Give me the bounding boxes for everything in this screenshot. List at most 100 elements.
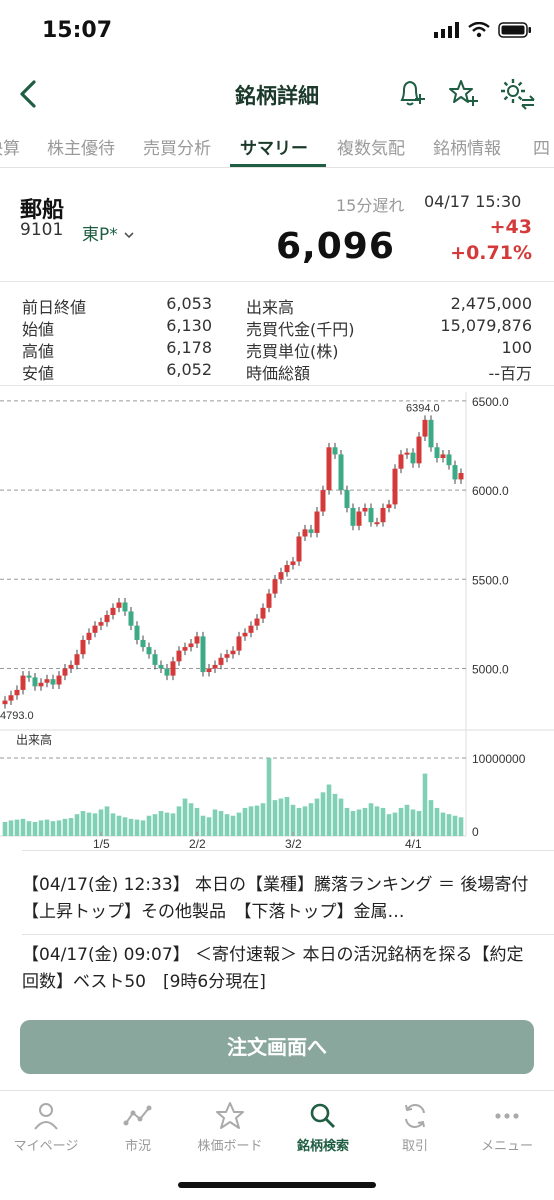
tabbar-trade[interactable]: 取引 (369, 1101, 461, 1154)
news-item[interactable]: 【04/17(金) 09:07】 ＜寄付速報＞ 本日の活況銘柄を探る【約定回数】… (22, 945, 524, 992)
tab-earnings[interactable]: 決算 (0, 139, 20, 159)
stat-value: 6,178 (166, 338, 212, 357)
volume-bar (218, 811, 224, 836)
volume-bar (326, 784, 332, 836)
candle-body (284, 565, 290, 573)
candle-body (374, 522, 380, 525)
stat-value: 100 (501, 338, 532, 357)
tab-more[interactable]: 四 (533, 139, 550, 159)
volume-bar (86, 812, 92, 836)
tabbar-mypage[interactable]: マイページ (0, 1101, 92, 1154)
candle-body (248, 625, 254, 633)
volume-bar (32, 821, 38, 836)
stat-value: 6,052 (166, 360, 212, 379)
volume-bar (440, 812, 446, 836)
candle-body (122, 602, 128, 612)
volume-bar (128, 818, 134, 836)
x-tick-label: 4/1 (405, 837, 422, 851)
volume-bar (458, 817, 464, 836)
star-icon (216, 1102, 244, 1129)
volume-bar (116, 815, 122, 836)
candle-body (134, 625, 140, 640)
tab-summary[interactable]: サマリー (240, 139, 308, 159)
back-icon[interactable] (12, 76, 48, 112)
price-chart[interactable]: 6500.0 6000.0 5500.0 5000.0 出来高 10000000 0 6394… (0, 392, 554, 852)
candle-body (392, 468, 398, 505)
tab-shareholder-benefits[interactable]: 株主優待 (47, 139, 115, 159)
order-button[interactable]: 注文画面へ (20, 1020, 534, 1074)
candle-body (272, 579, 278, 594)
tab-stock-info[interactable]: 銘柄情報 (433, 139, 501, 159)
divider (22, 850, 554, 851)
market-selector[interactable]: 東P* (82, 220, 135, 245)
tabbar-label: マイページ (13, 1139, 79, 1154)
stock-code: 9101 (20, 220, 64, 240)
news-item[interactable]: 【04/17(金) 12:33】 本日の【業種】騰落ランキング ＝ 後場寄付 【… (22, 875, 546, 922)
candle-body (278, 572, 284, 580)
candle-body (44, 679, 50, 683)
volume-bar (278, 798, 284, 836)
candle-body (452, 465, 458, 480)
volume-bar (2, 821, 8, 836)
volume-bar (308, 803, 314, 836)
stat-value: 2,475,000 (450, 294, 532, 313)
volume-bar (164, 812, 170, 836)
volume-bar (356, 809, 362, 836)
candle-body (2, 700, 8, 705)
volume-bar (212, 809, 218, 836)
volume-bar (20, 818, 26, 836)
volume-bar (254, 805, 260, 836)
candle-body (158, 664, 164, 669)
tabbar-label: 株価ボード (197, 1139, 263, 1154)
candle-body (350, 507, 356, 526)
stats-row: 前日終値 6,053 出来高 2,475,000 (0, 294, 554, 317)
candle-body (62, 668, 68, 676)
candle-body (362, 507, 368, 512)
bell-add-icon[interactable] (394, 76, 428, 110)
candle-body (206, 668, 212, 673)
y-tick-label: 5500.0 (472, 573, 509, 587)
nav-actions (394, 76, 536, 110)
candle-body (38, 682, 44, 687)
volume-bar (134, 819, 140, 836)
candle-body (80, 639, 86, 655)
candle-body (74, 654, 80, 665)
tabbar-market[interactable]: 市況 (92, 1101, 184, 1154)
stat-label: 出来高 (246, 298, 295, 317)
volume-bar (224, 814, 230, 836)
stock-name: 郵船 (20, 198, 65, 223)
tabbar-label: メニュー (480, 1139, 533, 1154)
candle-body (98, 622, 104, 626)
tab-trading-analysis[interactable]: 売買分析 (143, 139, 211, 159)
signal-icon (434, 22, 459, 38)
volume-bar (26, 821, 32, 836)
candle-body (254, 618, 260, 626)
candle-body (404, 452, 410, 455)
tabbar-board[interactable]: 株価ボード (184, 1101, 276, 1154)
candle-body (440, 454, 446, 458)
tab-depth[interactable]: 複数気配 (337, 139, 405, 159)
volume-bar (248, 806, 254, 836)
stat-label: 高値 (22, 342, 55, 361)
status-icons (434, 22, 532, 38)
volume-bar (170, 813, 176, 836)
stat-label: 始値 (22, 320, 55, 339)
candle-body (104, 614, 110, 623)
volume-bar (92, 813, 98, 836)
tabbar-stock-search[interactable]: 銘柄検索 (277, 1101, 369, 1154)
volume-bar (266, 758, 272, 836)
volume-bar (332, 793, 338, 836)
volume-bar (320, 792, 326, 836)
volume-bar (68, 818, 74, 836)
tabbar-menu[interactable]: メニュー (461, 1101, 553, 1154)
volume-bar (398, 807, 404, 836)
summary-tabs: 決算 株主優待 売買分析 サマリー 複数気配 銘柄情報 四 (0, 124, 554, 168)
nav-bar: 銘柄詳細 (0, 64, 554, 124)
candle-body (236, 636, 242, 651)
tabbar-label: 取引 (401, 1139, 428, 1154)
settings-swap-icon[interactable] (498, 76, 536, 110)
star-add-icon[interactable] (446, 76, 480, 110)
quote-datetime: 04/17 15:30 (424, 192, 522, 211)
stat-label: 時価総額 (246, 364, 311, 383)
volume-bar (158, 811, 164, 836)
